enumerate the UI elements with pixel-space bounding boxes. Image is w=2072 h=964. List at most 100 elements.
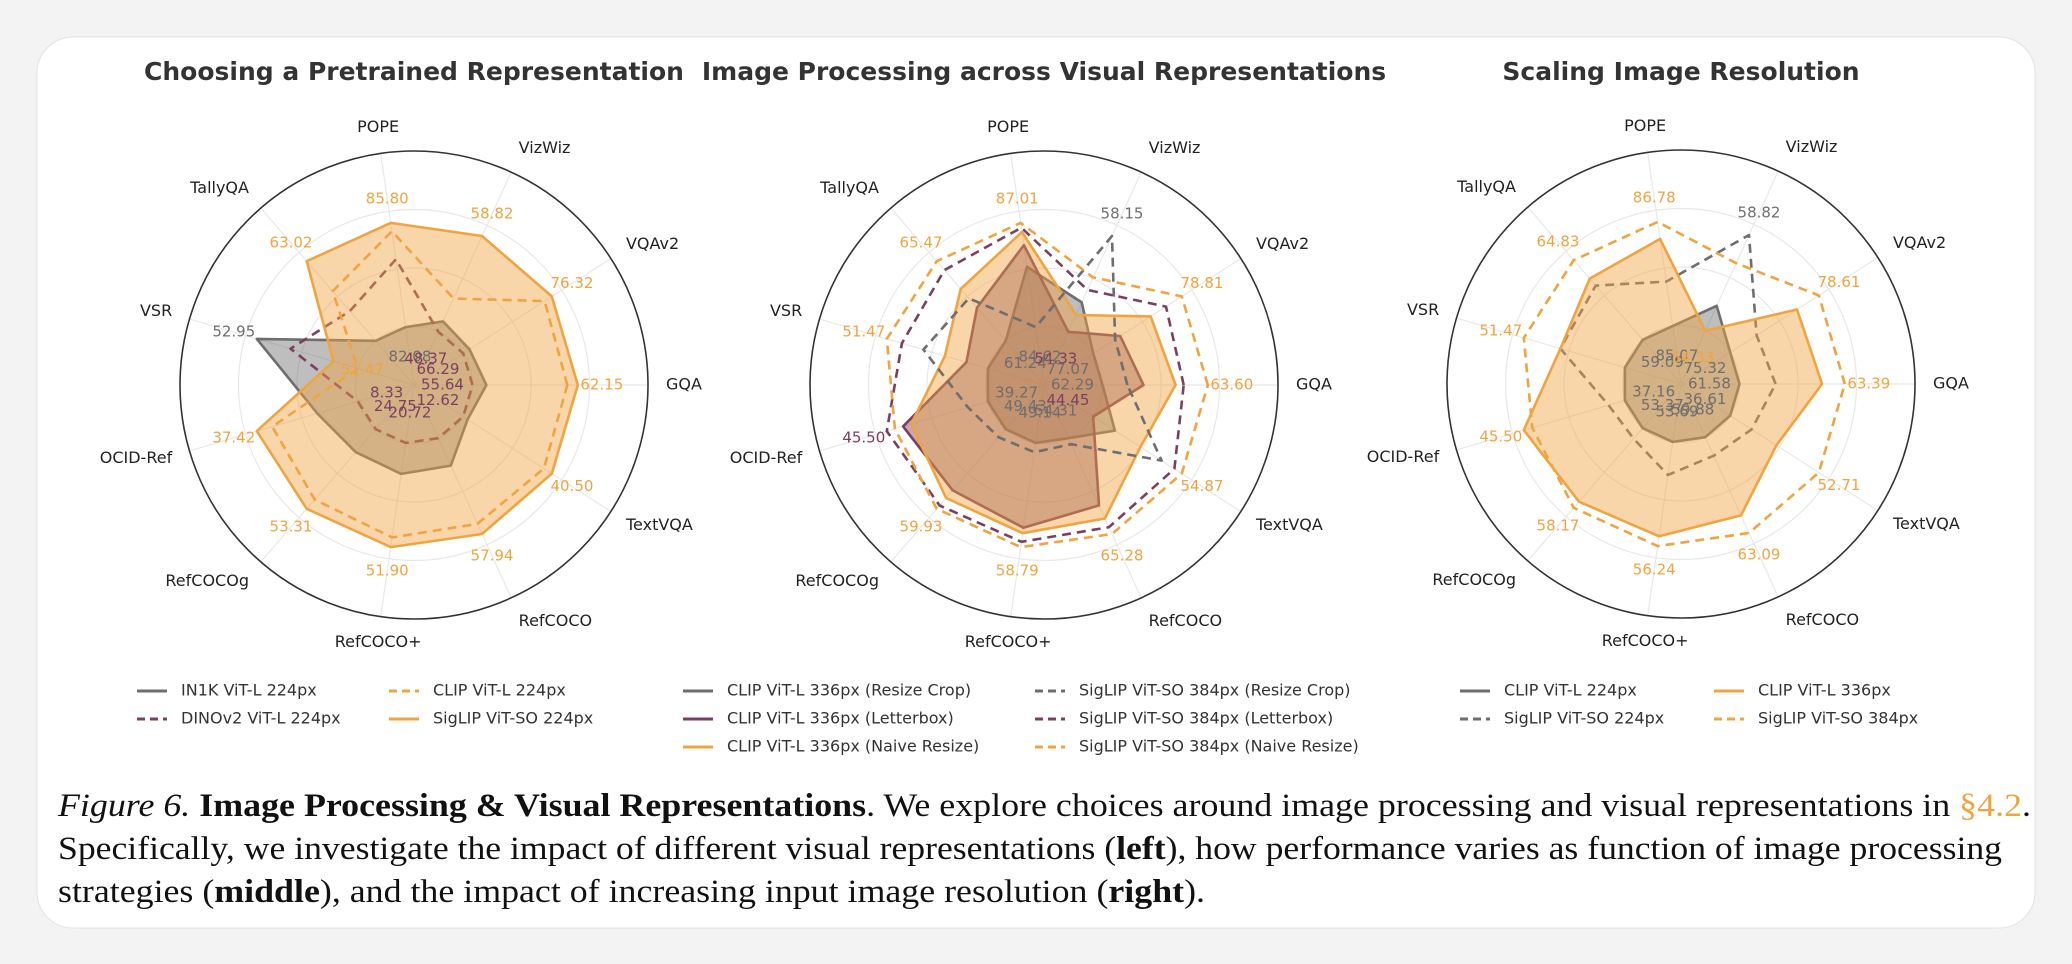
- series-shape: [255, 221, 580, 549]
- value-label: 61.58: [1688, 375, 1731, 393]
- series-shape: [885, 221, 1210, 549]
- value-label: 57.94: [471, 546, 514, 564]
- spoke: [1680, 383, 1879, 512]
- value-label: 84.62: [1018, 347, 1061, 365]
- axis-label: RefCOCO+: [335, 632, 422, 651]
- spoke: [1647, 383, 1682, 616]
- legend-label: SigLIP ViT-SO 224px: [1504, 709, 1664, 728]
- caption-text: middle: [214, 874, 320, 910]
- legend-label: SigLIP ViT-SO 384px (Resize Crop): [1079, 681, 1351, 700]
- value-label: 58.82: [1738, 204, 1781, 222]
- spoke: [189, 384, 415, 452]
- axis-label: VizWiz: [1786, 137, 1838, 156]
- spoke: [1456, 317, 1682, 385]
- outer-ring: [1446, 149, 1916, 619]
- axis-label: VSR: [1407, 300, 1439, 319]
- axis-label: GQA: [666, 375, 702, 394]
- axis-label: POPE: [987, 117, 1029, 136]
- value-label: 76.32: [551, 274, 594, 292]
- axis-label: TallyQA: [819, 178, 879, 197]
- axis-label: RefCOCO: [1149, 611, 1222, 630]
- value-label: 52.71: [1818, 476, 1861, 494]
- chart-title: Scaling Image Resolution: [1502, 57, 1859, 86]
- value-label: 58.15: [1101, 205, 1144, 223]
- legend-label: CLIP ViT-L 336px (Resize Crop): [727, 681, 971, 700]
- spoke: [1527, 383, 1682, 562]
- caption-line: strategies (middle), and the impact of i…: [58, 874, 1205, 910]
- outer-ring: [809, 150, 1279, 620]
- value-label: 78.61: [1818, 273, 1861, 291]
- caption-text: Figure 6.: [57, 788, 190, 824]
- value-label: 36.61: [1683, 390, 1726, 408]
- caption-text: left: [1116, 831, 1165, 867]
- series-shape: [901, 243, 1145, 530]
- value-label: 59.88: [1671, 400, 1714, 418]
- value-label: 39.27: [995, 384, 1038, 402]
- series-shape: [255, 320, 488, 476]
- outer-ring: [179, 150, 649, 620]
- spoke: [413, 384, 612, 513]
- caption-text: . We explore choices around image proces…: [866, 788, 1959, 824]
- value-label: 86.78: [1633, 189, 1676, 207]
- value-label: 62.15: [580, 376, 623, 394]
- axis-label: TextVQA: [1255, 515, 1323, 534]
- spoke: [819, 318, 1045, 386]
- value-label: 85.80: [366, 190, 409, 208]
- axis-label: VizWiz: [1149, 138, 1201, 157]
- axis-label: OCID-Ref: [730, 448, 803, 467]
- caption-text: Image Processing & Visual Representation…: [190, 788, 866, 824]
- value-label: 56.24: [1633, 560, 1676, 578]
- value-label: 77.07: [1046, 360, 1089, 378]
- series-shape: [1623, 304, 1741, 444]
- axis-label: TallyQA: [189, 178, 249, 197]
- axis-label: VSR: [770, 301, 802, 320]
- value-label: 51.47: [842, 323, 885, 341]
- value-label: 61.24: [1004, 354, 1047, 372]
- axis-label: POPE: [357, 117, 399, 136]
- value-label: 52.95: [212, 323, 255, 341]
- caption-text: ).: [1184, 874, 1205, 910]
- value-label: 63.09: [1738, 545, 1781, 563]
- spoke: [1043, 384, 1242, 513]
- value-label: 75.32: [1683, 359, 1726, 377]
- axis-label: RefCOCOg: [165, 571, 249, 590]
- axis-label: RefCOCO+: [965, 632, 1052, 651]
- value-label: 54.33: [1671, 349, 1714, 367]
- spoke: [819, 384, 1045, 452]
- value-label: 24.75: [374, 397, 417, 415]
- series-shape: [885, 226, 1185, 544]
- value-label: 65.28: [1101, 546, 1144, 564]
- spoke: [1043, 384, 1142, 599]
- series-shape: [1522, 220, 1847, 548]
- value-label: 8.33: [370, 384, 403, 402]
- spoke: [1680, 170, 1779, 385]
- value-label: 65.47: [900, 234, 943, 252]
- spoke: [1647, 152, 1682, 385]
- series-shape: [1522, 237, 1824, 538]
- value-label: 66.29: [416, 360, 459, 378]
- spoke: [1527, 206, 1682, 385]
- spoke: [413, 257, 612, 386]
- axis-label: OCID-Ref: [1367, 447, 1440, 466]
- axis-label: VizWiz: [519, 138, 571, 157]
- axis-label: TallyQA: [1456, 177, 1516, 196]
- caption-text: .: [2022, 788, 2031, 824]
- value-label: 59.09: [1641, 353, 1684, 371]
- axis-label: VQAv2: [1256, 234, 1309, 253]
- axis-label: OCID-Ref: [100, 448, 173, 467]
- value-label: 51.90: [366, 561, 409, 579]
- value-label: 49.43: [1004, 397, 1047, 415]
- axis-label: RefCOCO+: [1602, 631, 1689, 650]
- series-shape: [909, 230, 1177, 535]
- legend-label: CLIP ViT-L 224px: [433, 681, 566, 700]
- axis-label: VQAv2: [1893, 233, 1946, 252]
- caption-text: ), how performance varies as function of…: [1166, 831, 2002, 867]
- caption-text: right: [1108, 874, 1184, 910]
- spoke: [189, 318, 415, 386]
- value-label: 37.16: [1632, 383, 1675, 401]
- value-label: 58.82: [471, 205, 514, 223]
- axis-label: RefCOCO: [519, 611, 592, 630]
- value-label: 51.47: [1479, 322, 1522, 340]
- axis-label: RefCOCOg: [1432, 570, 1516, 589]
